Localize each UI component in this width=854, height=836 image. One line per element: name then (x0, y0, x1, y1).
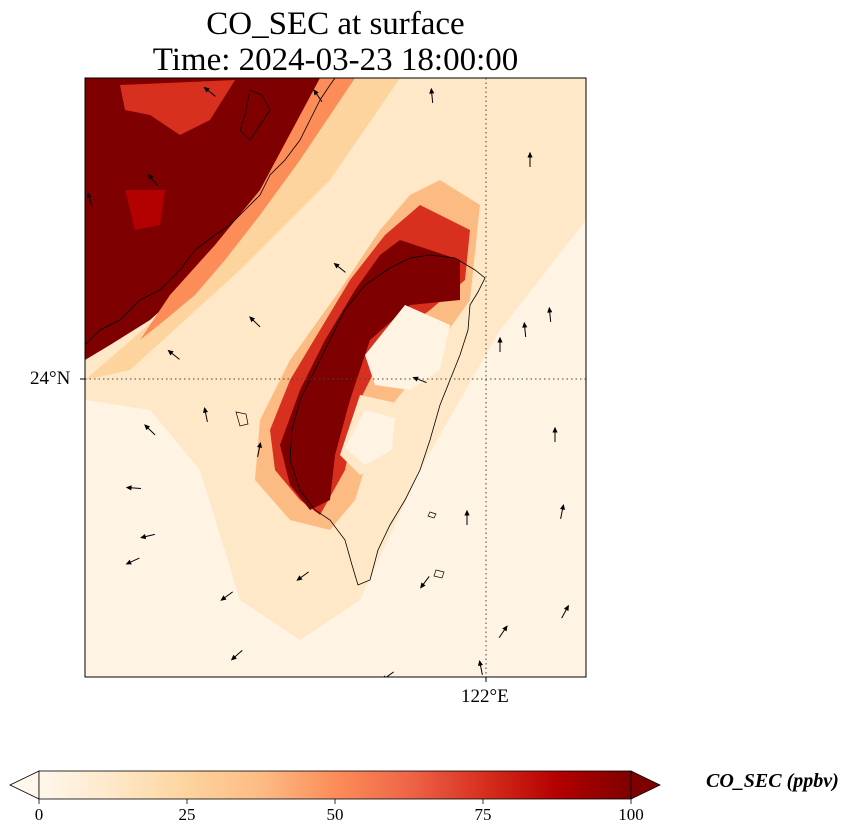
wind-arrow-head (333, 262, 340, 269)
colorbar-tick-25: 25 (178, 805, 196, 824)
wind-arrow-head (502, 625, 508, 632)
wind-arrow-head (527, 151, 533, 158)
wind-arrow-head (249, 316, 255, 323)
wind-arrow-head (464, 509, 470, 516)
colorbar-tick-0: 0 (34, 805, 44, 824)
map-frame (84, 77, 587, 678)
island-outline-2 (433, 569, 445, 579)
wind-arrow-head (522, 321, 528, 328)
wind-arrow-head (477, 659, 484, 667)
wind-arrow-head (202, 406, 209, 414)
island-outline-3 (427, 511, 437, 519)
wind-arrow-head (86, 192, 92, 199)
wind-arrow-head (296, 575, 303, 581)
penghu-outline (235, 411, 249, 427)
wind-arrow-head (167, 349, 174, 356)
wind-arrow-head (497, 336, 503, 343)
wind-arrow-head (203, 86, 210, 93)
taiwan-plume-core (280, 240, 460, 510)
wind-arrow-head (547, 306, 553, 313)
colorbar-extend-low (9, 770, 40, 800)
taiwan-interior-low-3 (345, 410, 395, 465)
wind-arrow-head (220, 595, 227, 601)
wind-arrow-head (139, 534, 147, 540)
wind-arrow-head (559, 503, 566, 511)
map-title-line-2: Time: 2024-03-23 18:00:00 (152, 42, 519, 78)
taiwan-interior-low-1 (365, 305, 450, 390)
mainland-edge-band (140, 78, 355, 340)
wind-arrow-head (313, 89, 319, 96)
mainland-patch-1 (120, 80, 235, 135)
wind-arrow-head (420, 582, 426, 589)
wind-arrow-head (147, 173, 154, 180)
colorbar (9, 770, 661, 804)
colorbar-label: CO_SEC (ppbv) (706, 770, 839, 792)
colorbar-tick-50: 50 (326, 805, 344, 824)
wind-arrow-head (552, 426, 558, 433)
wind-arrow (385, 671, 394, 677)
mainland-coastline (85, 78, 336, 346)
taiwan-coastline (289, 254, 486, 586)
wind-arrow-head (125, 485, 132, 491)
colorbar-tick-75: 75 (474, 805, 492, 824)
island-outline-1 (239, 89, 271, 141)
colorbar-gradient (38, 770, 632, 800)
wind-arrow-head (429, 87, 435, 94)
wind-arrow-head (125, 559, 132, 565)
colorbar-extend-high (630, 770, 661, 800)
longitude-label-122e: 122°E (461, 686, 509, 707)
wind-vectors (86, 86, 569, 677)
map-title-line-1: CO_SEC at surface (206, 6, 465, 42)
wind-arrow-head (230, 654, 237, 661)
wind-arrow-head (412, 376, 419, 382)
wind-arrow-head (256, 441, 263, 449)
wind-arrow-head (144, 424, 150, 431)
mainland-high-region (85, 78, 330, 360)
colorbar-tick-100: 100 (618, 805, 644, 824)
wind-arrow-head (563, 604, 569, 612)
concentration-field (85, 78, 586, 677)
latitude-label-24n: 24°N (30, 368, 71, 389)
mainland-patch-2 (125, 190, 165, 230)
